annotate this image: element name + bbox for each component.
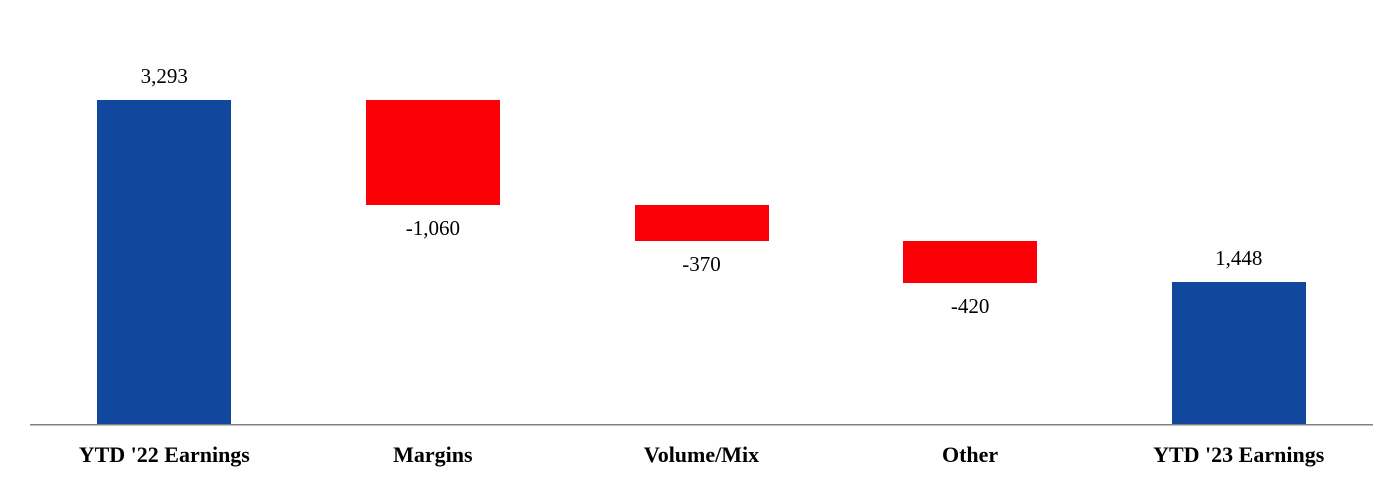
- category-label-ytd-23-earnings: YTD '23 Earnings: [1153, 442, 1325, 467]
- category-label-ytd-22-earnings: YTD '22 Earnings: [78, 442, 250, 467]
- bar-other: [903, 241, 1038, 283]
- value-label-other: -420: [950, 293, 990, 318]
- category-label-other: Other: [941, 442, 999, 467]
- value-label-ytd-22-earnings: 3,293: [140, 64, 188, 88]
- value-label-volume-mix: -370: [682, 252, 721, 277]
- bar-ytd-22-earnings: [97, 100, 232, 425]
- value-label-margins: -1,060: [405, 215, 461, 240]
- category-label-margins: Margins: [393, 442, 473, 467]
- x-axis-line: [30, 424, 1373, 426]
- bar-volume-mix: [634, 204, 769, 242]
- bar-ytd-23-earnings: [1171, 282, 1306, 425]
- bar-margins: [365, 100, 500, 205]
- category-label-volume-mix: Volume/Mix: [643, 442, 760, 467]
- value-label-ytd-23-earnings: 1,448: [1215, 246, 1263, 271]
